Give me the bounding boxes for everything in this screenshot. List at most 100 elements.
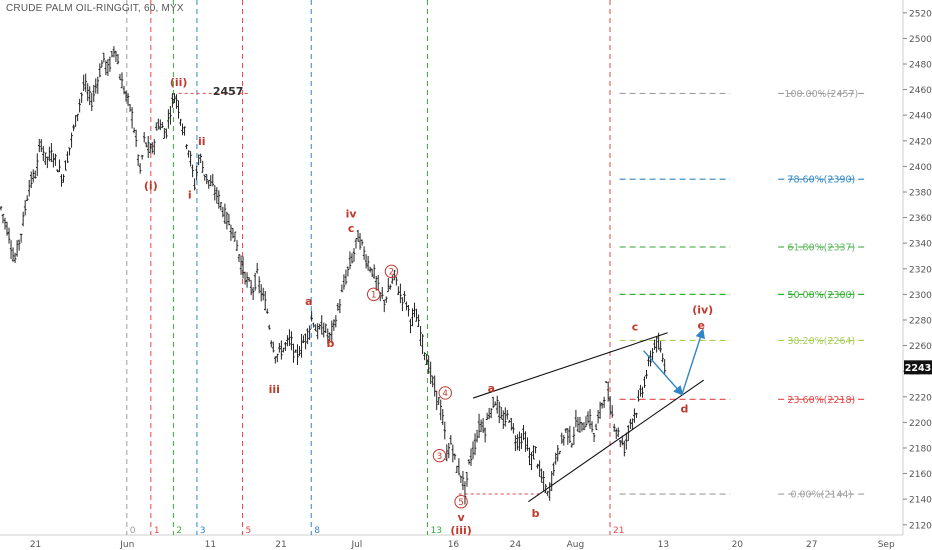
candle [310, 311, 313, 322]
candle [203, 174, 207, 181]
candle [447, 442, 451, 459]
candle [207, 179, 211, 189]
candle [423, 352, 426, 361]
candle [126, 93, 130, 106]
candle [501, 410, 505, 429]
candle [253, 272, 257, 291]
wave-label-text: (i) [144, 180, 158, 193]
candle [120, 72, 124, 89]
candle [621, 435, 624, 446]
candle [48, 146, 51, 162]
candle [17, 239, 21, 251]
x-tick-label: Jun [119, 540, 134, 550]
fib-level-label: 50.00%(2300) [787, 290, 855, 301]
wave-label: 4 [438, 386, 452, 400]
candle [336, 302, 340, 311]
candle [467, 459, 471, 465]
candle [191, 164, 194, 178]
candle [554, 452, 558, 465]
candle [94, 78, 98, 94]
candle [598, 401, 602, 419]
candle [596, 409, 600, 424]
candle [326, 328, 330, 344]
candle [352, 248, 356, 262]
candle [586, 411, 590, 424]
candle [175, 94, 178, 109]
candle [550, 471, 553, 492]
candle [475, 429, 479, 443]
candle [374, 275, 378, 291]
candle [58, 159, 61, 173]
candle [247, 277, 251, 282]
x-tick-label: Aug [567, 540, 585, 550]
wave-label: iv [346, 208, 358, 221]
candle [316, 323, 319, 340]
y-tick-label: 2220 [909, 393, 932, 403]
y-tick-label: 2180 [909, 444, 932, 454]
trendline [528, 379, 704, 503]
candle [146, 135, 150, 158]
candle [195, 165, 198, 181]
candle [251, 287, 255, 300]
candle [269, 340, 273, 348]
candle [116, 53, 120, 65]
candle [128, 104, 132, 112]
candle [645, 369, 648, 379]
candle [604, 381, 608, 384]
candle [35, 153, 39, 177]
candle [66, 151, 69, 163]
candle [584, 416, 588, 428]
candle [413, 302, 416, 318]
candle [471, 441, 475, 460]
candle [144, 142, 148, 148]
wave-label: c [348, 222, 355, 235]
candle [544, 483, 547, 494]
candle [54, 153, 57, 166]
candle [520, 433, 523, 450]
candle [602, 396, 606, 408]
candle [342, 274, 346, 290]
candle [389, 284, 392, 290]
y-tick-label: 2420 [909, 137, 932, 147]
wave-label-text: (iv) [692, 304, 713, 317]
candle [290, 331, 293, 351]
fib-level-label: 38.20%(2264) [787, 336, 855, 347]
candle [265, 308, 269, 314]
candle [173, 93, 176, 103]
wave-label-text: 5 [458, 498, 463, 508]
candle [167, 109, 170, 129]
candle [340, 284, 344, 293]
candlestick-series [0, 46, 666, 505]
candle [459, 475, 463, 484]
candle [233, 231, 237, 242]
candle [503, 407, 507, 427]
candle [576, 416, 580, 432]
wave-label: c [632, 320, 639, 333]
candle [552, 462, 556, 476]
fib-retracement: 100.00%(2457) 78.60%(2390) 61.80%(2337) 50.… [619, 89, 865, 501]
candle [62, 174, 65, 183]
candle [189, 151, 192, 167]
candle [358, 233, 362, 250]
candle [235, 240, 239, 252]
candle [138, 163, 142, 174]
wave-label-text: e [698, 319, 705, 332]
candle [50, 143, 53, 163]
candle [548, 482, 551, 501]
candle [386, 277, 390, 293]
candle [647, 355, 650, 367]
candle [457, 458, 461, 476]
x-tick-label: 11 [205, 540, 216, 550]
wave-label-text: b [327, 337, 335, 350]
candle [590, 421, 594, 433]
candle [292, 343, 295, 363]
candle [558, 450, 562, 455]
wave-label: 3 [432, 448, 447, 463]
candle [437, 396, 441, 405]
candle [312, 322, 315, 328]
last-price-tag: 2243 [904, 360, 932, 375]
candle [526, 437, 529, 451]
wave-label: 2457 [213, 85, 244, 98]
candle [637, 390, 640, 402]
